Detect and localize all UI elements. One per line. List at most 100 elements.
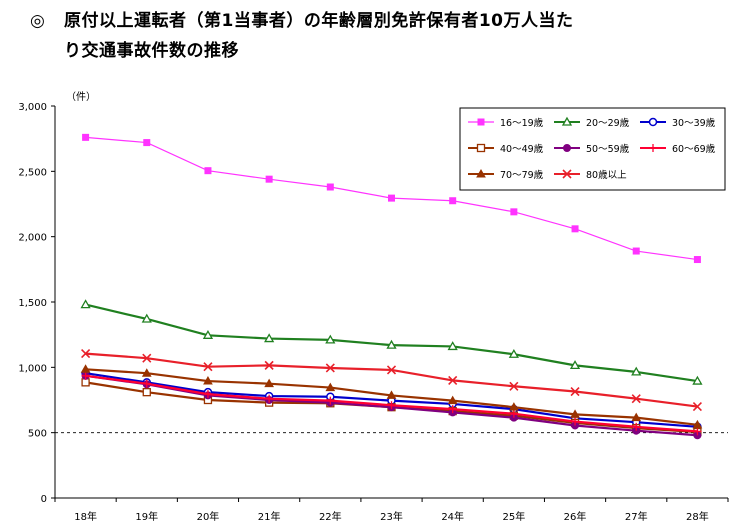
x-marker-b: [631, 394, 641, 404]
x-tick-label: 27年: [625, 510, 648, 523]
data-point: [388, 194, 395, 202]
x-marker-b: [570, 386, 580, 397]
y-tick-label: 2,000: [18, 233, 47, 244]
title-mark: ◎: [30, 11, 46, 31]
y-tick-label: 1,500: [18, 298, 47, 309]
legend-box: [459, 107, 726, 191]
x-tick-label: 21年: [258, 510, 281, 523]
data-point: [448, 375, 458, 385]
y-unit-label: （件）: [66, 91, 96, 103]
legend-item: 16～19歳: [468, 117, 544, 129]
legend-swatch-marker: [562, 169, 572, 179]
legend: 16～19歳 20～29歳 30～39歳 40～49歳 50～59歳 60～69歳 70～7…: [459, 107, 726, 191]
x-tick-label: 26年: [564, 510, 587, 523]
data-point: [570, 386, 580, 397]
x-marker-b: [203, 362, 213, 372]
data-point: [693, 256, 701, 264]
legend-swatch-marker: [477, 118, 485, 126]
data-point: [447, 341, 458, 351]
data-point: [142, 379, 151, 388]
x-tick-label: 25年: [502, 510, 525, 523]
data-point: [387, 401, 396, 410]
data-point: [631, 366, 642, 376]
data-point: [508, 348, 519, 358]
data-point: [386, 390, 397, 399]
data-point: [326, 183, 334, 191]
data-point: [325, 382, 336, 392]
data-point: [82, 133, 90, 141]
series-1: [80, 299, 703, 385]
y-tick-label: 500: [28, 429, 47, 440]
legend-swatch-marker: [563, 144, 571, 152]
legend-item: 70～79歳: [468, 168, 544, 181]
legend-label: 40～49歳: [500, 143, 544, 155]
data-point: [571, 225, 579, 233]
legend-label: 70～79歳: [500, 169, 544, 181]
data-point: [203, 362, 213, 372]
legend-item: 20～29歳: [554, 116, 630, 129]
x-marker-b: [692, 401, 702, 412]
x-tick-label: 28年: [686, 510, 709, 523]
data-point: [447, 395, 458, 405]
x-marker-b: [264, 360, 274, 370]
data-point: [81, 378, 90, 387]
data-point: [570, 409, 580, 418]
legend-swatch-marker: [561, 116, 573, 126]
data-point: [693, 427, 702, 436]
x-marker-b: [386, 365, 397, 375]
series-7: [81, 349, 702, 412]
legend-swatch-marker: [476, 143, 486, 153]
x-marker-b: [448, 375, 458, 385]
data-point: [203, 390, 212, 399]
data-point: [143, 139, 151, 147]
data-point: [449, 197, 457, 205]
legend-label: 16～19歳: [500, 117, 544, 129]
data-point: [264, 378, 274, 388]
data-point: [142, 353, 152, 363]
chart-axes: （件） 3,000 2,500 2,000 1,500 1,000 500 0 18年 19年 20…: [18, 91, 729, 523]
data-point: [509, 402, 519, 411]
x-marker-b: [562, 169, 572, 179]
title-line-2: り交通事故件数の推移: [64, 41, 239, 61]
legend-label: 80歳以上: [586, 169, 627, 181]
data-point: [632, 247, 640, 255]
data-point: [265, 394, 274, 403]
legend-item: 60～69歳: [640, 143, 716, 155]
x-tick-label: 18年: [74, 510, 97, 523]
series-layer: [80, 133, 703, 440]
legend-label: 30～39歳: [672, 117, 716, 129]
data-point: [632, 422, 641, 431]
legend-item: 40～49歳: [468, 143, 544, 155]
data-point: [510, 208, 518, 216]
x-tick-label: 23年: [380, 510, 403, 523]
data-point: [692, 419, 703, 429]
data-point: [80, 299, 91, 309]
data-point: [569, 360, 581, 370]
data-point: [203, 376, 213, 385]
data-point: [692, 375, 703, 385]
data-point: [264, 360, 274, 370]
data-point: [692, 401, 702, 412]
x-marker-b: [509, 381, 519, 391]
data-point: [141, 313, 152, 323]
data-point: [264, 333, 275, 343]
data-point: [325, 334, 336, 344]
series-6: [80, 364, 703, 429]
data-point: [81, 371, 90, 380]
x-tick-label: 19年: [135, 510, 158, 523]
legend-swatch-marker: [476, 168, 486, 178]
legend-item: 50～59歳: [554, 143, 630, 155]
x-tick-label: 20年: [197, 510, 220, 523]
data-point: [509, 381, 519, 391]
legend-swatch-marker: [648, 117, 658, 127]
legend-item: 80歳以上: [554, 169, 627, 181]
x-marker-b: [81, 349, 91, 359]
data-point: [202, 330, 214, 339]
data-point: [386, 365, 397, 375]
x-tick-label: 22年: [319, 510, 342, 523]
data-point: [325, 363, 335, 373]
y-tick-label: 2,500: [18, 167, 47, 178]
data-point: [326, 396, 335, 405]
data-point: [141, 368, 152, 377]
